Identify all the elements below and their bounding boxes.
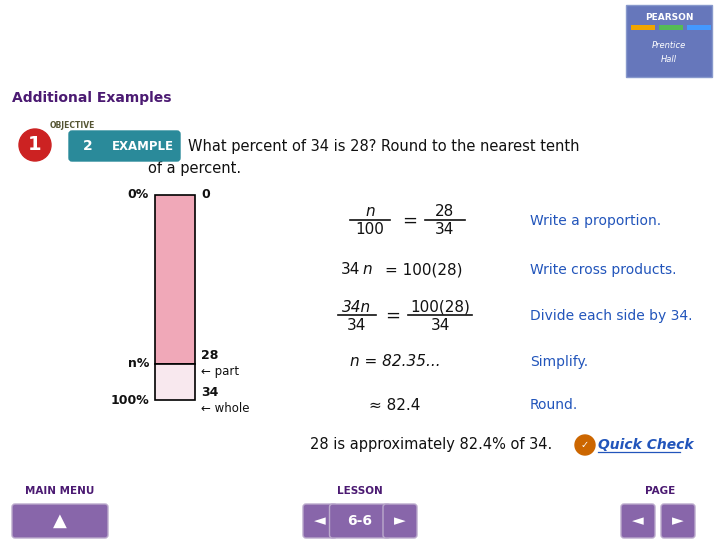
Text: Additional Examples: Additional Examples	[12, 91, 171, 105]
Text: Round.: Round.	[530, 398, 578, 412]
Text: 34: 34	[436, 222, 455, 238]
Text: PEARSON: PEARSON	[644, 12, 693, 22]
Text: n%: n%	[127, 357, 149, 370]
Text: 34n: 34n	[343, 300, 372, 314]
Text: Divide each side by 34.: Divide each side by 34.	[530, 309, 693, 323]
Text: ►: ►	[394, 514, 406, 529]
Text: ≈ 82.4: ≈ 82.4	[369, 397, 420, 413]
Bar	[659, 25, 683, 30]
Text: Quick Check: Quick Check	[598, 438, 693, 452]
Text: Write a proportion.: Write a proportion.	[530, 214, 661, 228]
Circle shape	[19, 129, 51, 161]
FancyBboxPatch shape	[661, 504, 695, 538]
Text: n: n	[365, 205, 375, 219]
Text: ◄: ◄	[314, 514, 326, 529]
Text: 28: 28	[201, 349, 218, 362]
Text: 1: 1	[28, 136, 42, 154]
Text: EXAMPLE: EXAMPLE	[112, 139, 174, 152]
FancyBboxPatch shape	[330, 504, 390, 538]
Text: 34: 34	[341, 262, 360, 278]
Bar	[631, 25, 655, 30]
Text: OBJECTIVE: OBJECTIVE	[50, 120, 95, 130]
Text: of a percent.: of a percent.	[148, 160, 241, 176]
Text: ►: ►	[672, 514, 684, 529]
Bar	[155, 364, 195, 400]
FancyBboxPatch shape	[12, 504, 108, 538]
Text: Prentice: Prentice	[652, 40, 686, 50]
Text: ← whole: ← whole	[201, 402, 250, 415]
Text: 2: 2	[83, 139, 93, 153]
Text: Proportions and Percents: Proportions and Percents	[14, 17, 315, 37]
Text: 34: 34	[201, 386, 218, 399]
Text: 100: 100	[356, 222, 384, 238]
Text: 34: 34	[431, 318, 450, 333]
Text: 0: 0	[201, 188, 210, 201]
FancyBboxPatch shape	[69, 131, 180, 161]
Circle shape	[575, 435, 595, 455]
FancyBboxPatch shape	[303, 504, 337, 538]
Text: = 100(28): = 100(28)	[385, 262, 462, 278]
FancyBboxPatch shape	[383, 504, 417, 538]
Text: 28 is approximately 82.4% of 34.: 28 is approximately 82.4% of 34.	[310, 437, 552, 453]
Bar	[687, 25, 711, 30]
Text: 34: 34	[347, 318, 366, 333]
Text: What percent of 34 is 28? Round to the nearest tenth: What percent of 34 is 28? Round to the n…	[188, 138, 580, 153]
Text: 0%: 0%	[127, 188, 149, 201]
Text: Hall: Hall	[661, 56, 677, 64]
Text: PAGE: PAGE	[645, 486, 675, 496]
Text: 100%: 100%	[110, 394, 149, 407]
Text: ◄: ◄	[632, 514, 644, 529]
Text: =: =	[385, 307, 400, 325]
Text: 28: 28	[436, 205, 454, 219]
Text: n = 82.35...: n = 82.35...	[350, 354, 441, 369]
Text: Write cross products.: Write cross products.	[530, 263, 677, 277]
Bar	[155, 195, 195, 364]
FancyBboxPatch shape	[621, 504, 655, 538]
Text: 100(28): 100(28)	[410, 300, 470, 314]
Text: MAIN MENU: MAIN MENU	[25, 486, 95, 496]
Text: 6-6: 6-6	[348, 514, 372, 528]
Text: ✓: ✓	[581, 440, 589, 450]
Text: ▲: ▲	[53, 512, 67, 530]
Text: ← part: ← part	[201, 366, 239, 379]
Text: =: =	[402, 212, 418, 230]
Text: PRE-ALGEBRA LESSON 6-6: PRE-ALGEBRA LESSON 6-6	[14, 50, 158, 60]
Text: n: n	[362, 262, 372, 278]
Text: LESSON: LESSON	[337, 486, 383, 496]
Text: Simplify.: Simplify.	[530, 355, 588, 369]
